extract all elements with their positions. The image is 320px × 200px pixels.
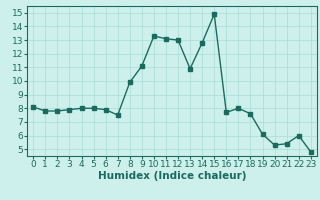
X-axis label: Humidex (Indice chaleur): Humidex (Indice chaleur) (98, 171, 246, 181)
